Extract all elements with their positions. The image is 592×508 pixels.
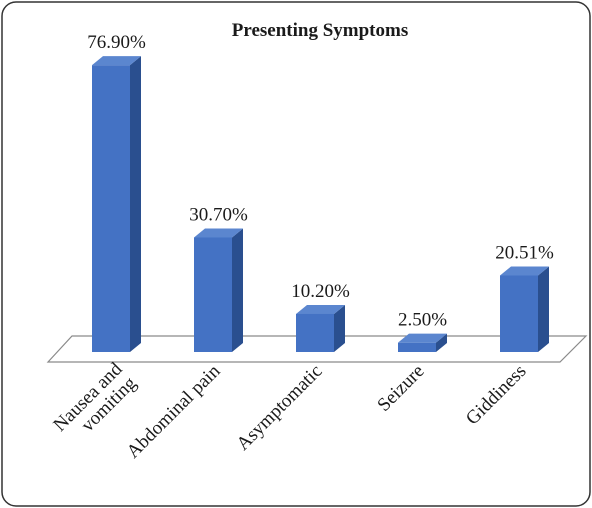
data-label-abdominal-pain: 30.70%	[189, 204, 248, 225]
bar-side	[334, 304, 345, 352]
bar-top	[296, 304, 345, 314]
bar-front	[398, 342, 436, 352]
bar-top	[194, 228, 243, 238]
data-label-giddiness: 20.51%	[495, 242, 554, 263]
data-label-seizure: 2.50%	[398, 310, 447, 331]
bar-top	[92, 56, 141, 66]
bar-top	[398, 333, 447, 343]
data-label-nausea-and-vomiting: 76.90%	[87, 32, 146, 53]
bar-side	[232, 228, 243, 352]
bar-abdominal-pain	[194, 228, 243, 352]
bar-front	[92, 65, 130, 353]
chart-title: Presenting Symptoms	[232, 20, 408, 41]
bar-side	[130, 56, 141, 353]
data-label-asymptomatic: 10.20%	[291, 281, 350, 302]
bar-front	[296, 313, 334, 352]
bar-top	[500, 266, 549, 276]
bar-nausea-and-vomiting	[92, 56, 141, 353]
bar-front	[500, 275, 538, 352]
bar-front	[194, 237, 232, 352]
bar-side	[538, 266, 549, 352]
bar-seizure	[398, 333, 447, 352]
bar-asymptomatic	[296, 304, 345, 352]
bar-giddiness	[500, 266, 549, 352]
bar-side	[436, 333, 447, 352]
